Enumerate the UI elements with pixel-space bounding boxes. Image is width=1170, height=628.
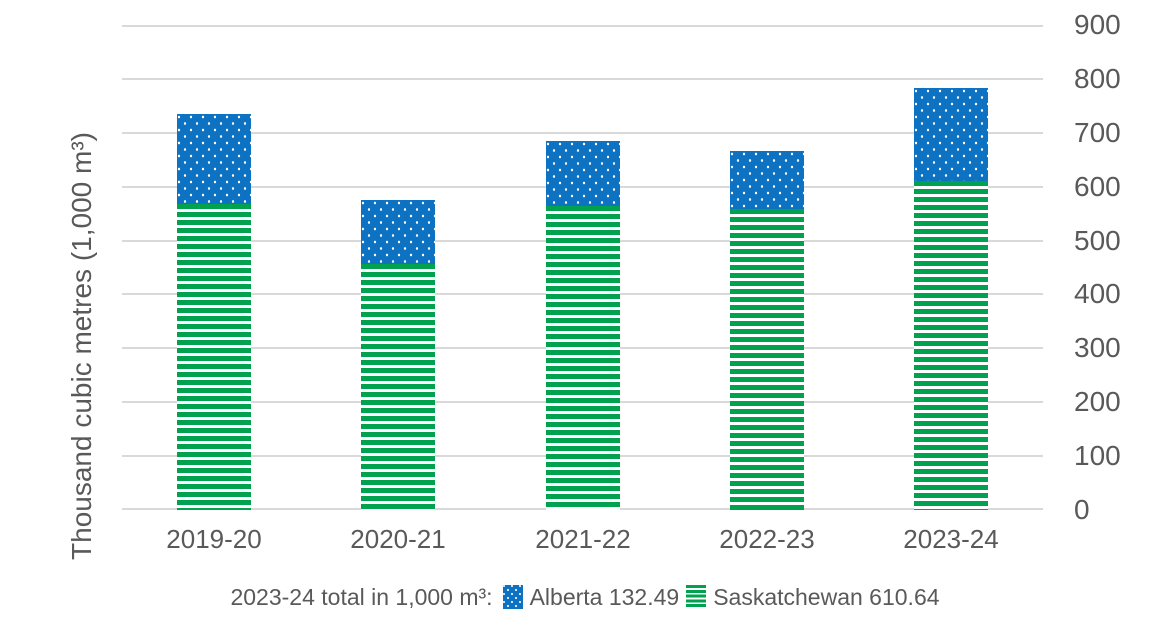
bar-segment-alberta-2019-20 xyxy=(177,114,251,204)
x-axis-tick-label: 2021-22 xyxy=(535,524,631,554)
y-axis-tick-label: 600 xyxy=(1074,170,1121,202)
y-axis-tick-label: 900 xyxy=(1074,9,1121,40)
y-axis-tick-label: 300 xyxy=(1074,332,1121,364)
gridline xyxy=(122,78,1043,80)
bar-segment-alberta-2021-22 xyxy=(546,140,620,206)
gridline xyxy=(122,25,1043,27)
chart-legend: 2023-24 total in 1,000 m³: Alberta 132.4… xyxy=(0,580,1170,614)
legend-label-saskatchewan: Saskatchewan 610.64 xyxy=(713,583,940,610)
bar-segment-saskatchewan-2023-24 xyxy=(914,180,988,510)
bar-segment-alberta-2020-21 xyxy=(361,199,435,265)
y-axis-title: Thousand cubic metres (1,000 m³) xyxy=(66,132,97,560)
legend-swatch-alberta-icon xyxy=(502,585,523,609)
bar-segment-saskatchewan-2021-22 xyxy=(546,205,620,510)
gridline xyxy=(122,132,1043,134)
y-axis-tick-label: 800 xyxy=(1074,62,1121,94)
x-axis-tick-label: 2020-21 xyxy=(350,524,446,554)
y-axis-tick-label: 400 xyxy=(1074,278,1121,310)
bar-segment-saskatchewan-2022-23 xyxy=(730,209,804,510)
x-axis-tick-label: 2019-20 xyxy=(166,524,262,554)
plot-area xyxy=(122,25,1043,510)
legend-label-alberta: Alberta 132.49 xyxy=(529,583,680,610)
bar-segment-saskatchewan-2019-20 xyxy=(177,203,251,510)
y-axis-tick-label: 500 xyxy=(1074,224,1121,256)
bar-segment-alberta-2023-24 xyxy=(914,87,988,181)
legend-title: 2023-24 total in 1,000 m³: xyxy=(230,583,493,610)
y-axis-tick-label: 700 xyxy=(1074,116,1121,148)
x-axis-tick-label: 2023-24 xyxy=(903,524,999,554)
y-axis-tick-label: 200 xyxy=(1074,386,1121,418)
y-axis-tick-label: 100 xyxy=(1074,440,1121,472)
legend-swatch-saskatchewan-icon xyxy=(686,585,707,609)
x-axis-tick-label: 2022-23 xyxy=(719,524,815,554)
y-axis-tick-label: 0 xyxy=(1074,494,1090,525)
bar-segment-alberta-2022-23 xyxy=(730,150,804,210)
bar-segment-saskatchewan-2020-21 xyxy=(361,264,435,510)
